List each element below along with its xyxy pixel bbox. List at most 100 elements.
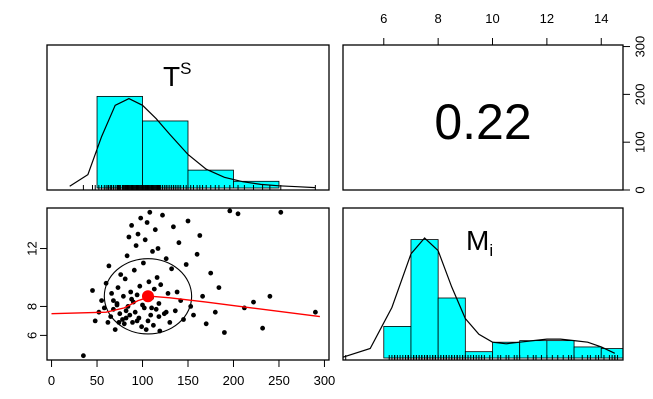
scatter-point-62 <box>163 256 169 262</box>
histogram-mi-frame <box>342 207 624 361</box>
scatter-point-12 <box>112 327 118 332</box>
right-tick-label-2: 200 <box>632 84 647 106</box>
histogram-ts-frame <box>46 44 330 191</box>
bottom-tick-label-0: 0 <box>48 373 55 388</box>
bottom-x-axis-ts: 0 50 100 150 200 250 300 <box>48 360 335 388</box>
mi-hist-bar-6 <box>546 340 575 359</box>
scatter-point-27 <box>129 223 135 228</box>
scatter-point-40 <box>141 260 146 266</box>
left-tick-label-2: 12 <box>24 241 39 255</box>
scatter-point-53 <box>152 227 158 233</box>
scatter-point-25 <box>127 312 133 318</box>
scatter-point-36 <box>137 283 143 289</box>
right-tick-label-3: 300 <box>632 36 647 58</box>
bottom-tick-label-4: 200 <box>223 373 245 388</box>
scatter-point-85 <box>235 211 241 217</box>
scatter-point-63 <box>165 291 171 296</box>
top-tick-label-2: 10 <box>485 11 499 26</box>
right-y-axis-count: 0 100 200 300 <box>623 36 647 194</box>
ts-hist-bar-3 <box>233 180 280 189</box>
scatter-point-32 <box>133 243 139 249</box>
scatter-point-66 <box>171 224 176 230</box>
mi-hist-bar-1 <box>410 239 439 359</box>
histogram-mi-panel: Mi <box>342 207 624 361</box>
scatter-point-34 <box>135 231 141 237</box>
scatter-point-89 <box>267 293 273 299</box>
scatter-point-26 <box>128 289 134 295</box>
scatter-point-64 <box>167 320 173 325</box>
scatter-point-10 <box>109 291 114 296</box>
scatter-point-57 <box>156 301 162 306</box>
top-tick-label-1: 8 <box>435 11 442 26</box>
bottom-tick-label-2: 100 <box>132 373 154 388</box>
top-tick-label-4: 14 <box>594 11 608 26</box>
left-y-axis-mi: 6 8 12 <box>24 241 47 339</box>
scatter-point-31 <box>132 309 138 315</box>
scatter-point-19 <box>121 321 127 327</box>
scatter-point-65 <box>169 266 175 272</box>
scatter-point-98 <box>111 298 116 303</box>
bottom-tick-label-6: 300 <box>314 373 336 388</box>
scatter-point-101 <box>123 315 129 321</box>
bottom-tick-label-3: 150 <box>177 373 199 388</box>
scatter-point-73 <box>185 218 191 224</box>
scatter-point-100 <box>163 309 169 315</box>
histogram-ts-panel: TS <box>46 44 330 191</box>
scatter-point-84 <box>227 208 233 214</box>
right-tick-label-0: 0 <box>632 186 647 193</box>
scatter-point-0 <box>105 320 111 325</box>
bottom-tick-label-5: 250 <box>268 373 290 388</box>
mi-density-curve <box>342 237 616 358</box>
correlation-panel: 0.22 <box>342 44 624 191</box>
left-tick-label-1: 8 <box>24 303 39 310</box>
scatter-point-3 <box>92 318 98 324</box>
scatter-point-18 <box>121 293 126 299</box>
scatter-frame <box>46 207 330 361</box>
scatter-point-28 <box>130 320 135 325</box>
centroid-point <box>141 290 154 303</box>
scatter-point-8 <box>106 263 112 269</box>
scatter-point-59 <box>158 282 164 288</box>
ts-hist-bar-1 <box>142 120 189 189</box>
scatter-point-55 <box>154 275 160 280</box>
scatter-point-21 <box>123 308 129 314</box>
scatter-point-75 <box>191 312 196 318</box>
scatter-point-87 <box>251 299 256 305</box>
scatter-point-67 <box>172 308 178 314</box>
scatter-point-46 <box>146 279 152 285</box>
scatter-point-77 <box>197 233 203 238</box>
scatter-point-83 <box>222 330 227 335</box>
scatter-point-37 <box>138 215 144 221</box>
top-tick-label-0: 6 <box>380 11 387 26</box>
bottom-tick-label-1: 50 <box>90 373 104 388</box>
scatter-point-71 <box>181 317 186 322</box>
scatter-point-41 <box>141 305 147 311</box>
top-x-axis-mi: 6 8 10 12 14 <box>380 11 608 45</box>
scatter-point-15 <box>117 311 123 317</box>
scatter-point-72 <box>183 262 189 267</box>
scatter-point-69 <box>176 240 182 246</box>
scatter-point-51 <box>151 322 156 328</box>
scatter-point-47 <box>147 209 153 215</box>
scatter-point-90 <box>278 209 284 215</box>
correlation-value: 0.22 <box>434 94 531 150</box>
scatter-point-22 <box>124 253 130 259</box>
scatter-point-76 <box>194 251 200 257</box>
scatter-point-30 <box>131 267 137 273</box>
scatter-point-88 <box>260 325 265 331</box>
ts-variable-label: TS <box>163 59 191 92</box>
scatter-point-48 <box>148 312 154 318</box>
scatter-point-52 <box>151 286 157 292</box>
mi-hist-bar-2 <box>437 297 466 359</box>
scatter-point-44 <box>144 220 150 225</box>
scatter-point-1 <box>81 353 86 359</box>
scatter-point-92 <box>114 302 120 308</box>
scatter-point-94 <box>134 318 140 324</box>
correlation-frame <box>342 44 624 191</box>
lowess-smooth-line <box>51 295 320 318</box>
scatter-point-2 <box>90 288 95 293</box>
scatter-point-20 <box>122 276 128 282</box>
scatter-point-56 <box>155 246 161 251</box>
scatter-point-24 <box>126 234 132 240</box>
ts-density-curve <box>69 97 316 189</box>
